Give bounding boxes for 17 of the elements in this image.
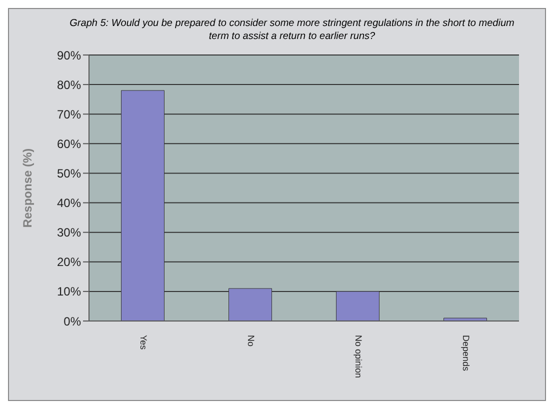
y-tick-label: 90% [56, 48, 82, 62]
x-tick-label: Yes [138, 335, 148, 350]
y-tick-label: 80% [56, 78, 82, 92]
y-tick-label: 10% [56, 284, 82, 299]
y-tick-label: 50% [56, 166, 82, 180]
y-tick-label: 0% [64, 314, 82, 328]
bar [444, 318, 487, 321]
chart-title: Graph 5: Would you be prepared to consider some more stringent regulations in the short to medium term to assist a return to earlier runs? [68, 17, 516, 43]
y-tick-label: 70% [56, 107, 82, 122]
y-tick-label: 60% [56, 136, 82, 151]
x-tick-label: No opinion [353, 335, 364, 378]
x-tick-label: No [246, 335, 256, 347]
x-tick-label: Depends [460, 335, 471, 372]
y-axis-title: Response (%) [20, 148, 34, 228]
y-tick-label: 40% [56, 196, 82, 210]
y-tick-label: 20% [56, 255, 82, 270]
y-tick-label: 30% [56, 226, 82, 240]
